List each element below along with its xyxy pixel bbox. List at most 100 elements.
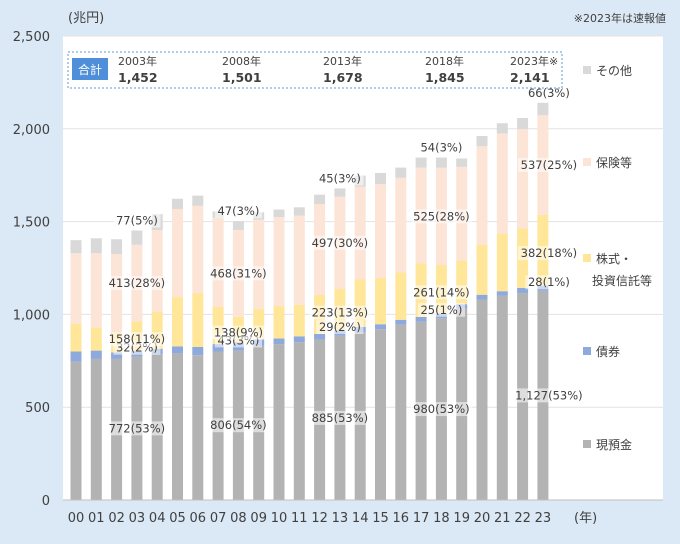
- bar---05: [172, 208, 183, 298]
- bar---08: [232, 221, 244, 230]
- y-tick-label: 1,000: [13, 308, 50, 323]
- x-unit-label: (年): [574, 511, 597, 526]
- x-tick-label: 17: [413, 511, 430, 526]
- x-tick-label: 06: [190, 511, 207, 526]
- data-label: 413(28%): [109, 276, 165, 290]
- x-tick-label: 03: [129, 511, 146, 526]
- bar---02: [111, 239, 123, 255]
- bar---05: [172, 198, 183, 209]
- y-tick-label: 1,500: [13, 216, 50, 231]
- x-tick-label: 13: [332, 511, 349, 526]
- data-label-background: [211, 325, 266, 340]
- bar---12: [314, 333, 326, 340]
- data-label-background: [525, 275, 573, 290]
- y-tick-label: 2,500: [13, 30, 50, 45]
- x-tick-label: 21: [494, 511, 511, 526]
- data-label-background: [207, 418, 270, 433]
- bar---07: [212, 306, 224, 345]
- data-label: 468(31%): [210, 266, 266, 280]
- x-tick-label: 00: [68, 511, 85, 526]
- bar---16: [395, 177, 407, 273]
- bar---06: [192, 293, 204, 347]
- legend-swatch: [583, 66, 591, 74]
- data-label: 537(25%): [521, 158, 577, 172]
- data-label-background: [316, 171, 364, 186]
- axes: 0 500 1,000 1,500 2,000 2,500 00 01 02 03 04 05 06 07…: [13, 30, 663, 526]
- bar---07: [212, 344, 224, 352]
- legend-label: 株式・: [596, 251, 632, 266]
- bar---03: [131, 230, 143, 245]
- bar---16: [395, 167, 407, 178]
- bar---01: [90, 327, 102, 351]
- bar---19: [456, 260, 468, 305]
- legend-label: その他: [596, 64, 632, 78]
- data-label: 261(14%): [413, 285, 469, 299]
- x-tick-label: 09: [250, 511, 267, 526]
- summary-year: 2023年※: [510, 54, 558, 68]
- data-label-background: [410, 402, 473, 417]
- bar---16: [395, 319, 407, 325]
- bar---20: [476, 146, 488, 245]
- data-label: 885(53%): [312, 411, 368, 425]
- summary-year: 2013年: [323, 54, 362, 68]
- data-label-background: [410, 209, 473, 224]
- bar---17: [415, 316, 427, 322]
- data-label: 54(3%): [420, 141, 462, 155]
- data-label-background: [207, 266, 270, 281]
- bar---04: [151, 229, 163, 312]
- data-label-background: [113, 213, 161, 228]
- data-label: 47(3%): [217, 204, 259, 218]
- bar---01: [90, 350, 102, 359]
- bar---14: [354, 279, 366, 327]
- bar---21: [496, 123, 508, 134]
- data-label: 772(53%): [109, 421, 165, 435]
- bar---10: [273, 216, 285, 307]
- x-tick-label: 08: [230, 511, 247, 526]
- x-tick-label: 15: [372, 511, 389, 526]
- summary-year: 2008年: [222, 54, 261, 68]
- bar---07: [212, 217, 224, 307]
- bar---00: [70, 323, 82, 352]
- data-label-background: [106, 421, 168, 436]
- summary-total: 1,845: [425, 70, 465, 85]
- bar---02: [111, 254, 123, 333]
- x-tick-label: 10: [271, 511, 288, 526]
- legend-swatch: [583, 158, 591, 166]
- bar---17: [415, 157, 427, 168]
- summary-total: 1,501: [222, 70, 262, 85]
- bar---11: [293, 215, 305, 305]
- summary-total: 1,678: [323, 70, 363, 85]
- data-label-background: [214, 204, 262, 219]
- y-tick-label: 0: [42, 494, 50, 509]
- bar---06: [192, 346, 204, 356]
- bar---21: [496, 133, 508, 234]
- data-label: 77(5%): [116, 214, 158, 228]
- summary-total: 2,141: [510, 70, 550, 85]
- y-tick-label: 500: [25, 401, 50, 416]
- legend-label: 債券: [596, 344, 620, 359]
- data-label: 497(30%): [312, 236, 368, 250]
- summary-border: [67, 51, 563, 89]
- x-tick-label: 19: [453, 511, 470, 526]
- bar---15: [375, 329, 386, 500]
- bar---05: [172, 297, 183, 347]
- legend-swatch: [583, 254, 591, 262]
- x-tick-label: 01: [88, 511, 105, 526]
- bar---15: [375, 277, 386, 325]
- bar---11: [293, 342, 305, 500]
- bar---02: [111, 352, 123, 359]
- bar---22: [517, 287, 529, 294]
- data-label-background: [525, 85, 573, 100]
- bar---05: [172, 353, 183, 500]
- bar---11: [293, 304, 305, 337]
- x-tick-label: 22: [514, 511, 531, 526]
- bar---16: [395, 272, 407, 320]
- bar---05: [172, 346, 183, 354]
- data-label: 138(9%): [214, 326, 263, 340]
- bar---15: [375, 184, 386, 278]
- bar---19: [456, 158, 468, 167]
- bar---15: [375, 324, 386, 330]
- x-tick-label: 14: [352, 511, 369, 526]
- x-tick-label: 04: [149, 511, 166, 526]
